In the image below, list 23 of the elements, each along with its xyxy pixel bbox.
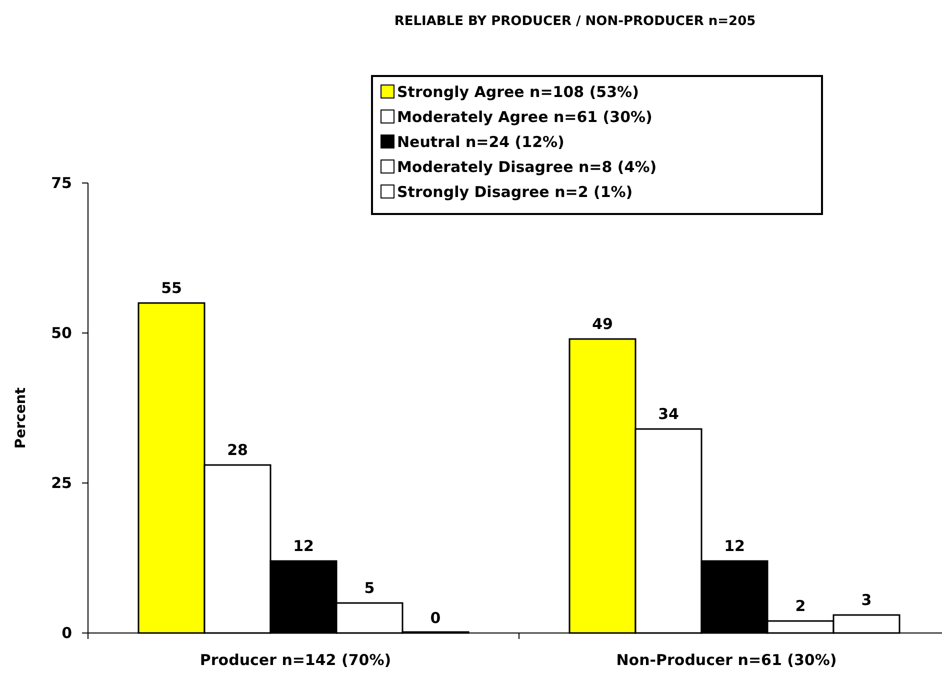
legend-label: Strongly Agree n=108 (53%) [397,83,639,101]
y-tick-label: 75 [51,174,72,192]
y-tick-label: 0 [62,624,72,642]
data-label: 12 [724,537,745,555]
data-label: 49 [592,315,613,333]
data-label: 2 [795,597,806,615]
data-label: 12 [293,537,314,555]
y-axis-title: Percent [13,387,29,449]
legend-label: Strongly Disagree n=2 (1%) [397,183,633,201]
x-tick-label: Producer n=142 (70%) [200,651,392,669]
x-tick-label: Non-Producer n=61 (30%) [616,651,837,669]
legend-label: Moderately Disagree n=8 (4%) [397,158,657,176]
data-label: 3 [861,591,872,609]
y-tick-label: 25 [51,474,72,492]
data-label: 55 [161,279,182,297]
legend-label: Neutral n=24 (12%) [397,133,564,151]
data-label: 0 [430,609,441,627]
legend-label: Moderately Agree n=61 (30%) [397,108,652,126]
data-label: 34 [658,405,679,423]
y-tick-label: 50 [51,324,72,342]
data-label: 28 [227,441,248,459]
chart-title: RELIABLE BY PRODUCER / NON-PRODUCER n=205 [394,14,756,29]
data-label: 5 [364,579,375,597]
